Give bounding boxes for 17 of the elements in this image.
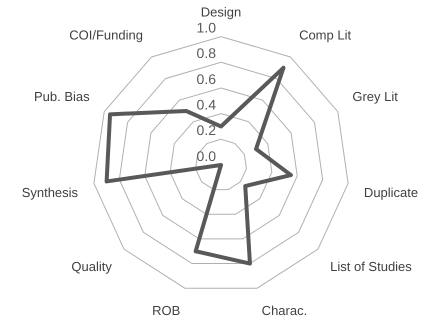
spoke-label: List of Studies <box>330 258 412 274</box>
y-tick-label: 1.0 <box>196 19 216 36</box>
y-tick-label: 0.6 <box>196 70 216 87</box>
spoke-label: COI/Funding <box>69 27 143 42</box>
spoke-label: Grey Lit <box>352 88 398 104</box>
spoke-label: Comp Lit <box>299 27 352 42</box>
spoke-label: Quality <box>71 258 112 274</box>
spoke-label: Synthesis <box>22 184 79 200</box>
y-tick-label: 0.2 <box>196 122 216 138</box>
spoke-label: Charac. <box>262 302 308 318</box>
y-tick-label: 0.0 <box>196 148 216 164</box>
spoke-label: ROB <box>152 302 180 318</box>
spoke-label: Duplicate <box>364 184 418 200</box>
y-tick-label: 0.8 <box>196 45 216 62</box>
spoke-label: Pub. Bias <box>34 88 90 104</box>
y-tick-label: 0.4 <box>196 96 216 112</box>
spoke-label: Design <box>200 4 242 20</box>
